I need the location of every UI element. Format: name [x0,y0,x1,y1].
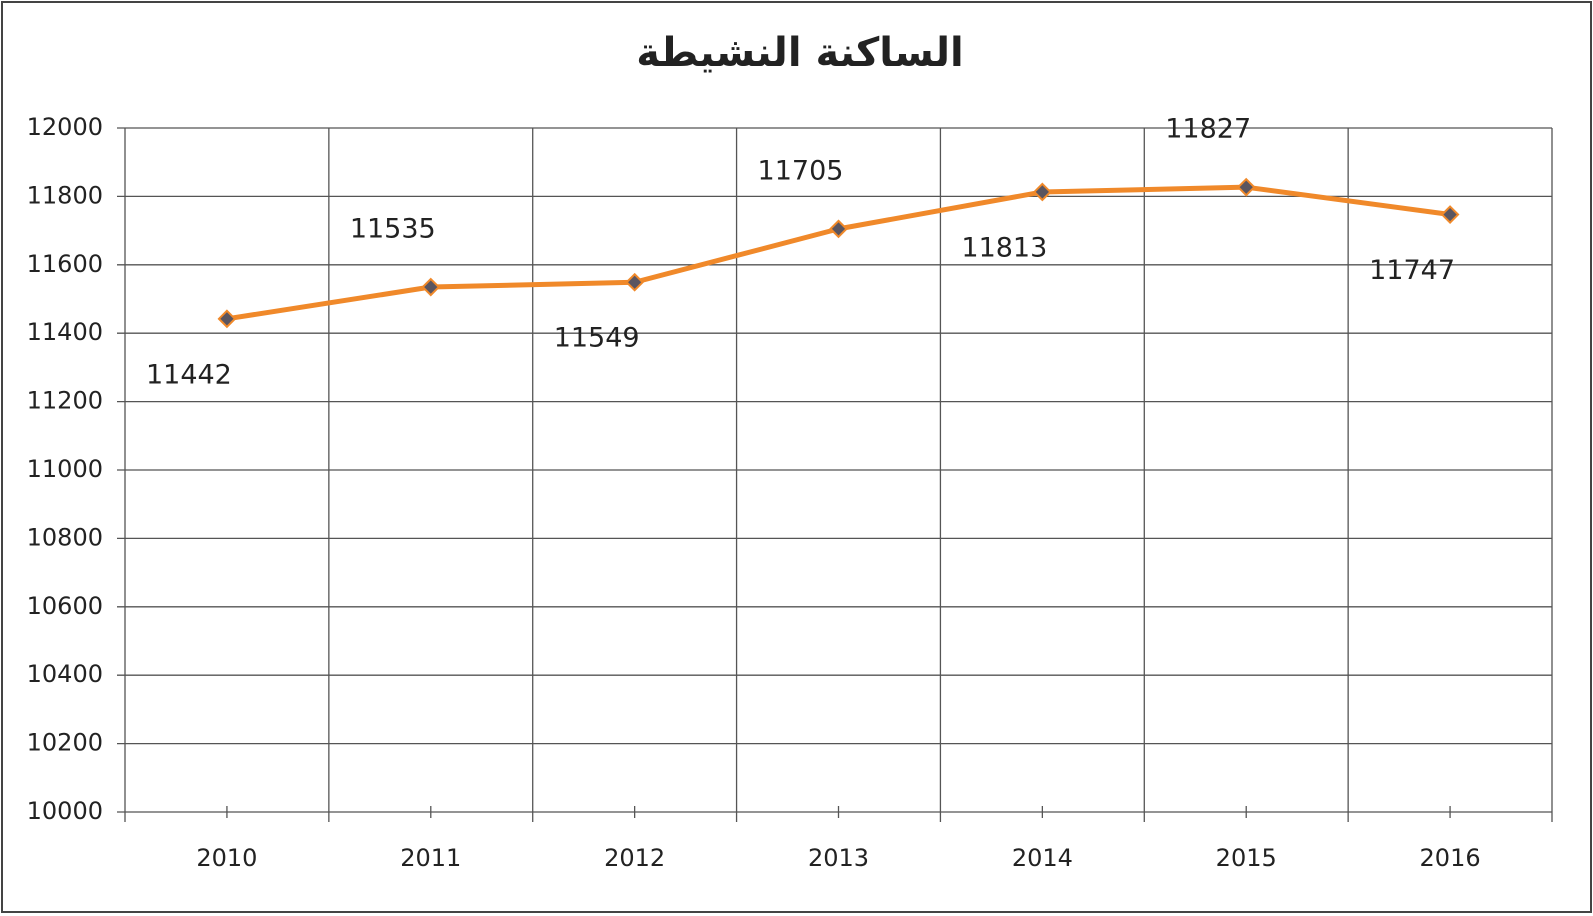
y-tick-label: 10200 [27,729,103,757]
y-tick-label: 10400 [27,660,103,688]
data-label: 11747 [1369,255,1455,286]
y-tick-label: 10800 [27,523,103,551]
data-label: 11535 [350,214,436,245]
x-tick-label: 2014 [1012,844,1073,872]
data-label: 11442 [146,359,232,390]
y-tick-label: 11800 [27,181,103,209]
data-label: 11705 [758,155,844,186]
x-tick-label: 2012 [604,844,665,872]
marker [421,277,441,297]
y-tick-label: 12000 [27,113,103,141]
chart-title: الساكنة النشيطة [636,30,964,76]
marker [1032,182,1052,202]
y-tick-label: 11200 [27,387,103,415]
marker [625,272,645,292]
x-tick-label: 2015 [1216,844,1277,872]
marker [217,309,237,329]
y-tick-label: 10000 [27,797,103,825]
x-tick-label: 2010 [196,844,257,872]
y-tick-label: 11000 [27,455,103,483]
marker [1440,205,1460,224]
y-tick-label: 10600 [27,592,103,620]
data-label: 11549 [554,323,640,354]
x-tick-label: 2013 [808,844,869,872]
marker [829,219,848,239]
data-label: 11827 [1165,114,1251,145]
y-tick-label: 11600 [27,250,103,278]
y-tick-label: 11400 [27,318,103,346]
x-tick-label: 2011 [400,844,461,872]
data-label: 11813 [961,232,1047,263]
x-tick-label: 2016 [1420,844,1481,872]
marker [1236,177,1256,197]
